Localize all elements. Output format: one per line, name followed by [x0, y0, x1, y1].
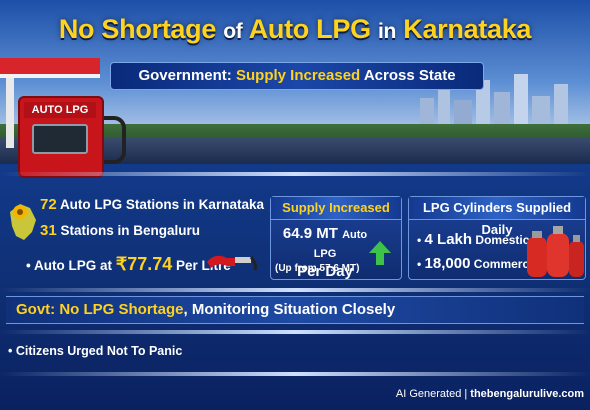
station-canopy	[0, 58, 100, 78]
supply-amount: 64.9 MT	[282, 225, 338, 242]
supply-box: Supply Increased 64.9 MT Auto LPG Per Da…	[270, 196, 402, 280]
shortage-banner: Govt: No LPG Shortage, Monitoring Situat…	[6, 296, 584, 324]
site-name: thebengalurulive.com	[470, 388, 584, 400]
subtitle-part-3: Across State	[363, 67, 456, 84]
stations-count: 72	[40, 196, 57, 213]
bullet-icon: •	[8, 344, 13, 358]
footer-credit: AI Generated | thebengalurulive.com	[396, 388, 584, 400]
commercial-value: 18,000	[424, 255, 471, 272]
city-skyline-icon	[420, 74, 568, 130]
supply-value: 64.9 MT Auto LPG Per Day	[277, 225, 373, 280]
divider-band	[0, 330, 590, 334]
ai-generated-label: AI Generated	[395, 388, 462, 400]
commercial-line: • 18,000 Commercial	[417, 255, 542, 272]
panic-note: • Citizens Urged Not To Panic	[8, 344, 182, 358]
bullet-icon: •	[417, 233, 422, 247]
commercial-label: Commercial	[473, 257, 543, 271]
title-part-3: Auto LPG	[248, 14, 371, 44]
stations-text: Auto LPG Stations in Karnataka	[59, 197, 264, 212]
bengaluru-text: Stations in Bengaluru	[60, 223, 200, 238]
gas-cylinders-icon	[527, 226, 584, 277]
fuel-pump-icon: AUTO LPG	[18, 96, 104, 178]
footer-separator: |	[464, 388, 468, 400]
domestic-label: Domestic	[475, 233, 530, 247]
bullet-icon: •	[417, 257, 422, 271]
station-pillar	[6, 78, 14, 148]
cylinders-box: LPG Cylinders Supplied Daily • 4 Lakh Do…	[408, 196, 586, 280]
supply-heading: Supply Increased	[271, 197, 401, 220]
cylinders-heading: LPG Cylinders Supplied Daily	[409, 197, 585, 237]
subtitle-part-1: Government:	[138, 67, 232, 84]
up-arrow-icon	[369, 241, 391, 265]
title: No Shortage of Auto LPG in Karnataka	[0, 14, 590, 45]
divider-band	[0, 172, 590, 176]
supply-per-day: Per Day	[297, 263, 353, 280]
subtitle-part-2: Supply Increased	[235, 67, 361, 84]
domestic-line: • 4 Lakh Domestic	[417, 231, 529, 248]
price-value: ₹77.74	[115, 254, 173, 274]
price-prefix: Auto LPG at	[33, 258, 112, 273]
stations-line: 72 Auto LPG Stations in Karnataka	[40, 196, 264, 213]
bengaluru-line: 31 Stations in Bengaluru	[40, 222, 200, 239]
pump-hose-icon	[104, 116, 126, 164]
divider-band	[0, 288, 590, 292]
title-part-5: Karnataka	[403, 14, 532, 44]
supply-unit: Auto LPG	[313, 229, 368, 260]
bullet-icon: •	[26, 258, 31, 273]
pump-label: AUTO LPG	[24, 102, 96, 118]
price-line: • Auto LPG at ₹77.74 Per Litre	[26, 254, 231, 275]
subtitle-banner: Government: Supply Increased Across Stat…	[110, 62, 484, 90]
pump-screen	[32, 124, 88, 154]
title-part-2: of	[223, 20, 243, 43]
map-pin-icon	[10, 204, 36, 240]
panic-note-text: Citizens Urged Not To Panic	[15, 344, 183, 358]
banner-part-1: Govt:	[16, 301, 56, 318]
fuel-nozzle-icon	[207, 255, 257, 271]
supply-previous: (Up from 57.6 MT)	[275, 263, 360, 274]
bengaluru-count: 31	[40, 222, 57, 239]
banner-part-2: No LPG Shortage	[59, 301, 184, 318]
banner-part-3: , Monitoring Situation Closely	[183, 301, 396, 318]
title-part-1: No Shortage	[58, 14, 217, 44]
title-part-4: in	[378, 20, 397, 43]
divider-band	[0, 372, 590, 376]
domestic-value: 4 Lakh	[424, 231, 473, 248]
